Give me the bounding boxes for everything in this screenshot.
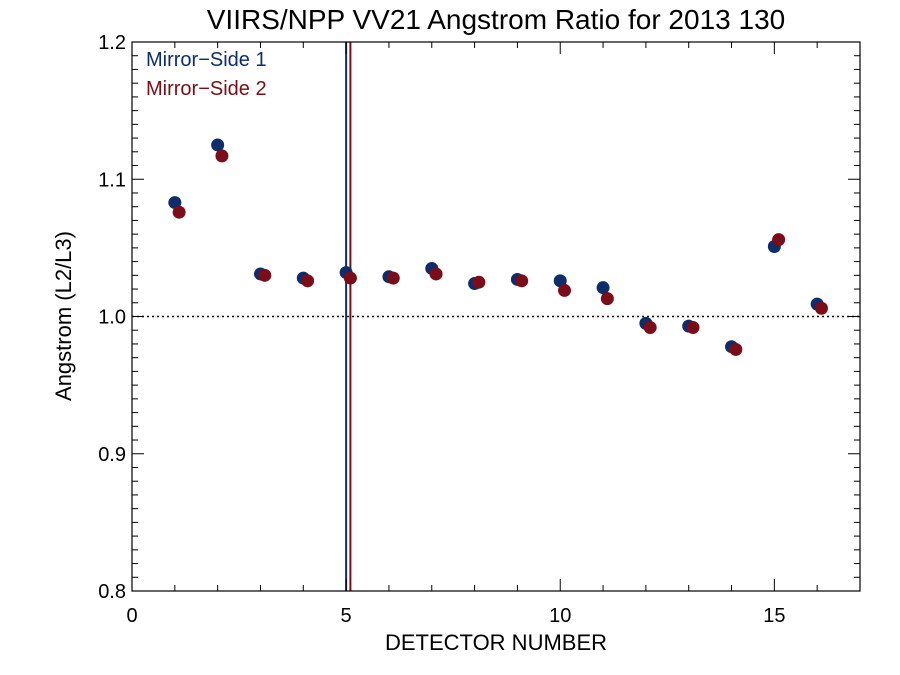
plot-frame	[131, 41, 861, 592]
data-point-series-2	[515, 274, 529, 288]
x-axis-label: DETECTOR NUMBER	[385, 630, 607, 655]
data-point-series-2	[472, 275, 486, 289]
y-tick-label: 0.9	[98, 444, 126, 466]
data-point-series-2	[643, 320, 657, 334]
x-tick-label: 15	[763, 605, 785, 627]
y-axis-label: Angstrom (L2/L3)	[51, 231, 76, 401]
data-point-series-2	[686, 320, 700, 334]
x-tick-label: 5	[341, 605, 352, 627]
x-tick-label: 0	[126, 605, 137, 627]
y-tick-label: 1.2	[98, 32, 126, 54]
legend-item-series-1: Mirror−Side 1	[146, 49, 267, 71]
data-point-series-2	[172, 205, 186, 219]
plot-area: 0 5 10 15 0.8 0.9 1.0 1.1 1.2	[98, 32, 861, 627]
data-point-series-2	[258, 268, 272, 282]
y-tick-label: 1.1	[98, 169, 126, 191]
data-point-series-2	[600, 292, 614, 306]
data-point-series-2	[343, 271, 357, 285]
legend-item-series-2: Mirror−Side 2	[146, 78, 267, 100]
data-point-series-2	[215, 149, 229, 163]
data-point-series-1	[211, 138, 225, 152]
data-point-series-2	[429, 267, 443, 281]
data-point-series-2	[814, 301, 828, 315]
data-point-series-2	[772, 233, 786, 247]
y-tick-label: 0.8	[98, 581, 126, 603]
data-point-series-2	[301, 274, 315, 288]
data-point-series-2	[729, 342, 743, 356]
data-point-series-2	[558, 283, 572, 297]
y-tick-label: 1.0	[98, 307, 126, 329]
x-tick-label: 10	[549, 605, 571, 627]
data-point-series-2	[386, 271, 400, 285]
legend: Mirror−Side 1 Mirror−Side 2	[146, 49, 267, 100]
data-point-series-1	[596, 281, 610, 295]
chart-title: VIIRS/NPP VV21 Angstrom Ratio for 2013 1…	[207, 4, 785, 35]
